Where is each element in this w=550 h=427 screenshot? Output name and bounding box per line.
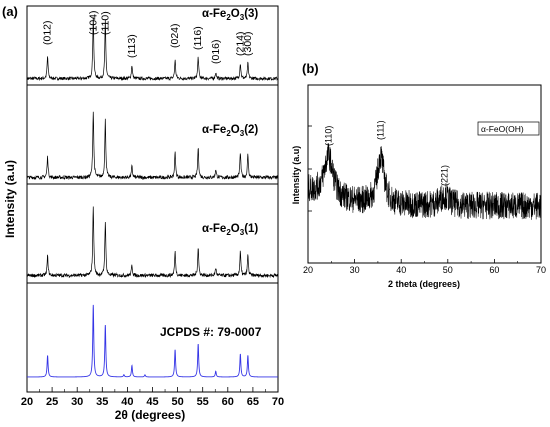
- panel-b-x-ticks: 20 30 40 50 60 70: [303, 259, 546, 275]
- panel-b-legend-box: [477, 121, 540, 136]
- panel-b-x-tick-label: 50: [443, 265, 453, 275]
- panel-a-x-axis-label: 2θ (degrees): [115, 408, 186, 422]
- panel-a-peak-label: (116): [192, 26, 204, 50]
- panel-b-peak-label: (221): [440, 165, 450, 186]
- panel-a-label: (a): [2, 4, 18, 19]
- panel-a-x-tick-label: 45: [146, 396, 158, 408]
- panel-a-x-tick-label: 35: [96, 396, 108, 408]
- panel-b-y-ticks: [308, 125, 312, 212]
- panel-a-x-tick-label: 20: [21, 396, 33, 408]
- panel-b-y-axis-label: Intensity (a.u): [291, 146, 301, 205]
- panel-b-frame: [307, 84, 542, 264]
- panel-a: (a) (012) (104) (110)(113) (024) (116)(016)(…: [2, 4, 284, 422]
- panel-a-series-label-2: α-Fe2O3(2): [202, 124, 258, 138]
- panel-b-trace: [307, 143, 542, 220]
- panel-a-x-tick-label: 25: [46, 396, 58, 408]
- panel-b-peak-label: (111): [376, 120, 386, 140]
- panel-b-traces: [307, 143, 542, 220]
- panel-b-legend-entry: α-FeO(OH): [481, 124, 524, 134]
- panel-a-x-tick-label: 40: [121, 396, 133, 408]
- panel-a-trace-3: [26, 206, 279, 279]
- panel-a-peak-label: (113): [126, 34, 138, 58]
- panel-a-x-tick-label: 55: [197, 396, 209, 408]
- panel-b: (b) (110) (111) (221) 20 30 40 50 60 70 α-FeO(O…: [291, 61, 546, 289]
- panel-a-peak-label: (110): [99, 11, 111, 35]
- panel-b-x-tick-label: 60: [489, 265, 499, 275]
- panel-a-x-tick-label: 30: [71, 396, 83, 408]
- panel-a-series-label-4: JCPDS #: 79-0007: [160, 325, 262, 339]
- panel-a-series-label-1: α-Fe2O3(3): [202, 8, 258, 22]
- panel-a-traces: [26, 17, 279, 378]
- panel-b-peak-label: (110): [324, 126, 334, 146]
- panel-a-peak-labels: (012) (104) (110) (113) (024) (116) (016) (214)…: [42, 10, 254, 64]
- panel-a-peak-label: (024): [169, 23, 181, 48]
- panel-b-x-tick-label: 70: [536, 265, 546, 275]
- panel-b-x-tick-label: 20: [303, 265, 313, 275]
- panel-a-peak-label: (214): [234, 31, 246, 56]
- panel-b-peak-labels: (110) (111) (221): [324, 120, 450, 186]
- panel-a-series-labels: α-Fe2O3(3) α-Fe2O3(2) α-Fe2O3(1) JCPDS #: 7…: [160, 8, 262, 339]
- panel-b-x-tick-label: 40: [396, 265, 406, 275]
- panel-a-peak-label: (016): [210, 39, 222, 64]
- panel-a-x-tick-label: 50: [171, 396, 183, 408]
- panel-a-peak-label: (300): [242, 31, 254, 56]
- panel-a-x-tick-label: 60: [222, 396, 234, 408]
- panel-a-x-tick-label: 70: [272, 396, 284, 408]
- panel-a-x-ticks: 20 25 30 35 40 45 50 55 60 65 70: [21, 387, 284, 408]
- panel-b-label: (b): [302, 61, 319, 76]
- panel-a-series-label-3: α-Fe2O3(1): [202, 223, 258, 237]
- panel-a-trace-1: [26, 17, 279, 82]
- panel-a-x-tick-label: 65: [247, 396, 259, 408]
- panel-b-x-axis-label: 2 theta (degrees): [388, 279, 460, 289]
- panel-b-x-tick-label: 30: [350, 265, 360, 275]
- panel-a-peak-label: (104): [87, 10, 99, 35]
- panel-a-y-axis-label: Intensity (a.u): [3, 160, 17, 238]
- panel-a-trace-4: [27, 304, 278, 378]
- panel-a-trace-2: [26, 111, 278, 181]
- panel-a-peak-label: (012): [42, 20, 54, 45]
